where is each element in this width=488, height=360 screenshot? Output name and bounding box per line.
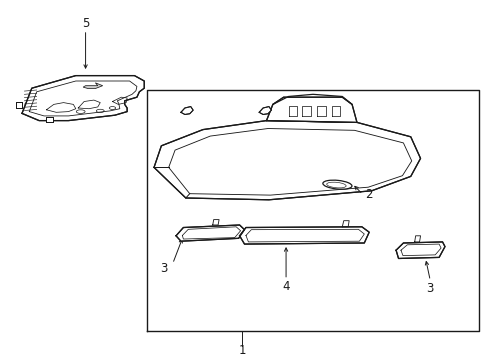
Text: 5: 5 <box>81 17 89 30</box>
Text: 4: 4 <box>282 280 289 293</box>
Polygon shape <box>259 107 271 114</box>
Polygon shape <box>154 121 420 200</box>
Polygon shape <box>176 225 244 241</box>
Polygon shape <box>239 227 368 244</box>
Ellipse shape <box>322 180 351 189</box>
Polygon shape <box>16 102 22 108</box>
Polygon shape <box>83 83 102 89</box>
Text: 3: 3 <box>426 282 433 294</box>
Text: 2: 2 <box>365 188 372 201</box>
Polygon shape <box>22 76 144 121</box>
Polygon shape <box>46 117 53 122</box>
Text: 3: 3 <box>160 262 167 275</box>
Polygon shape <box>395 242 444 258</box>
Text: 1: 1 <box>238 345 245 357</box>
Polygon shape <box>181 107 193 114</box>
Polygon shape <box>266 97 356 122</box>
